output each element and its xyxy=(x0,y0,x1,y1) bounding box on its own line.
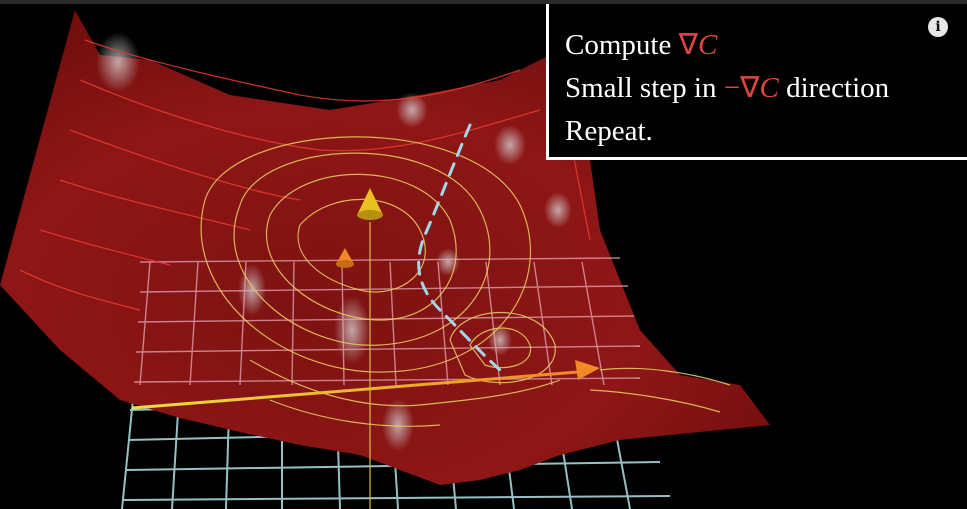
direction-label: direction xyxy=(778,72,890,104)
up-arrow-icon xyxy=(357,188,383,220)
nabla-symbol: ∇ xyxy=(678,29,698,61)
horizontal-axis xyxy=(131,370,579,410)
right-arrow-icon xyxy=(575,360,600,380)
position-marker-icon xyxy=(336,248,354,268)
caption-line-step: Small step in −∇C direction xyxy=(565,67,967,110)
negative-gradient-symbol: −∇C xyxy=(724,72,779,104)
compute-label: Compute xyxy=(565,29,679,61)
cost-symbol-2: C xyxy=(759,72,779,104)
cost-symbol: C xyxy=(698,29,718,61)
contour-lines-inner xyxy=(200,136,731,427)
gradient-descent-path xyxy=(417,123,502,372)
surface-grid xyxy=(133,257,641,386)
top-edge-bar xyxy=(0,0,967,4)
algorithm-caption: Compute ∇C Small step in −∇C direction R… xyxy=(546,4,967,160)
caption-line-compute: Compute ∇C xyxy=(565,24,967,67)
info-icon[interactable]: i xyxy=(928,17,948,37)
nabla-symbol-2: ∇ xyxy=(740,72,760,104)
contour-lines-outer xyxy=(19,39,591,311)
caption-line-repeat: Repeat. xyxy=(565,115,653,147)
small-step-label: Small step in xyxy=(565,72,724,104)
gradient-C-symbol: ∇C xyxy=(679,29,718,61)
minus-symbol: − xyxy=(723,72,741,104)
